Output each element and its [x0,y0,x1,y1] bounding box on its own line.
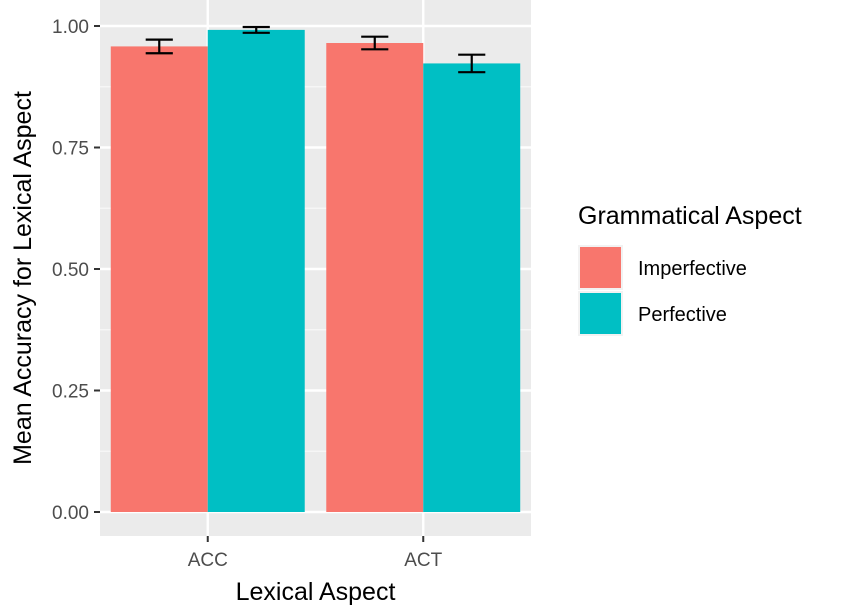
x-tick-label: ACC [188,550,228,571]
y-axis: 0.00 0.25 0.50 0.75 1.00 [52,17,100,524]
legend-key-imperfective [580,247,621,288]
x-axis: ACC ACT [188,536,443,571]
legend-label-perfective: Perfective [638,304,727,326]
error-bar-imperfective-act [361,35,389,51]
y-tick-label: 0.25 [52,382,89,403]
bar-perfective-act [423,63,521,513]
x-tick-label: ACT [404,550,442,571]
y-tick-label: 0.50 [52,260,89,281]
error-bar-perfective-acc [242,25,270,34]
legend-key-perfective [580,293,621,334]
error-bar-imperfective-acc [145,38,173,55]
legend-label-imperfective: Imperfective [638,258,747,280]
x-axis-title: Lexical Aspect [236,578,396,606]
y-tick-label: 1.00 [52,17,89,38]
bar-perfective-acc [207,29,305,512]
bar-imperfective-act [326,43,424,512]
error-bar-perfective-act [458,53,486,74]
legend-title: Grammatical Aspect [578,202,802,230]
bars-group [110,29,521,513]
y-tick-label: 0.75 [52,139,89,160]
legend: Grammatical Aspect Imperfective Perfectiv… [578,202,802,336]
bar-imperfective-acc [110,46,208,513]
error-bars-group [145,25,486,74]
y-tick-label: 0.00 [52,503,89,524]
y-axis-title: Mean Accuracy for Lexical Aspect [9,91,37,465]
